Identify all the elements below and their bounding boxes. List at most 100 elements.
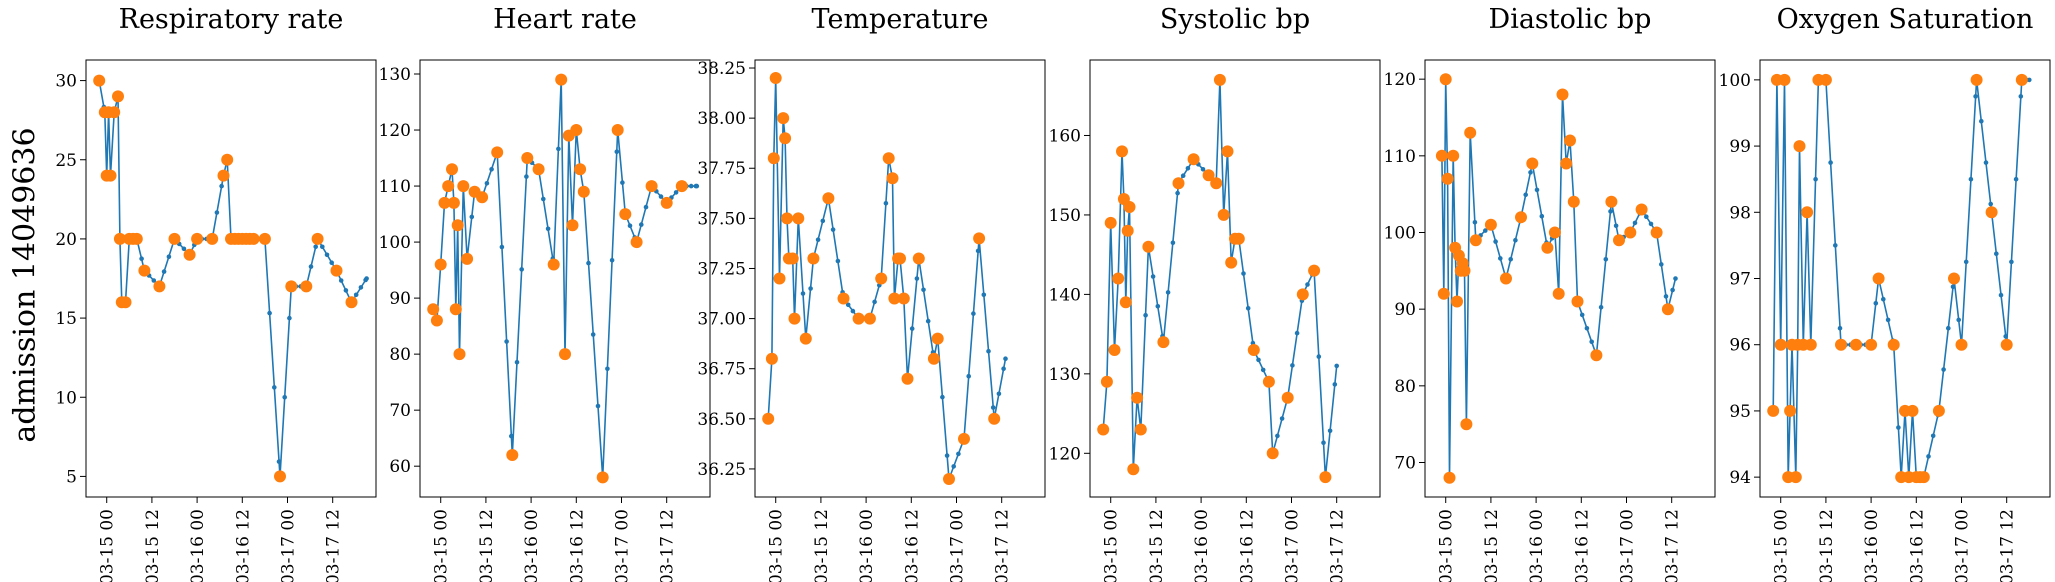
interp-point <box>1472 220 1478 225</box>
interp-point <box>1873 301 1879 306</box>
data-point <box>345 296 358 309</box>
data-point <box>285 280 298 293</box>
interp-point <box>1589 339 1594 345</box>
interp-point <box>166 254 172 259</box>
interp-point <box>1930 433 1936 439</box>
data-point <box>1850 338 1862 351</box>
y-tick-label: 37.00 <box>697 310 746 330</box>
interp-point <box>590 332 596 337</box>
data-point <box>183 248 196 261</box>
interp-point <box>338 278 344 283</box>
data-point <box>1232 232 1245 245</box>
interp-point <box>1290 363 1295 368</box>
data-point <box>875 272 888 285</box>
interp-point <box>1001 366 1006 372</box>
interp-point <box>595 403 601 409</box>
data-point <box>1131 391 1144 404</box>
data-point <box>1247 344 1260 356</box>
data-point <box>943 473 955 485</box>
y-tick-label: 10 <box>55 388 77 408</box>
data-point <box>461 252 474 265</box>
y-tick-label: 100 <box>379 233 411 253</box>
data-point <box>660 196 673 209</box>
y-tick-label: 94 <box>1729 468 1751 488</box>
data-point <box>762 412 775 425</box>
interp-point <box>1294 330 1300 336</box>
interp-point <box>627 223 633 228</box>
data-point <box>1142 240 1155 253</box>
interp-point <box>1613 223 1619 229</box>
data-point <box>247 232 260 245</box>
chart-title: Systolic bp <box>1160 4 1310 35</box>
data-point <box>630 236 643 249</box>
interp-point <box>1534 187 1540 193</box>
chart-panel: Respiratory rate 5 10 15 20 25 30 03-15 00 03-15… <box>55 4 377 582</box>
interp-point <box>1598 305 1604 310</box>
interp-point <box>353 292 359 298</box>
data-point <box>1948 272 1960 285</box>
data-point <box>119 296 132 309</box>
data-point <box>1635 203 1648 216</box>
y-tick-label: 98 <box>1729 203 1751 223</box>
interp-point <box>2009 259 2014 265</box>
chart-panel: Diastolic bp 70 80 90 100 110 120 03-15 00 03-15… <box>1384 4 1716 582</box>
data-point <box>258 232 271 245</box>
data-point <box>927 352 940 365</box>
data-point <box>1187 153 1200 166</box>
series-line <box>1441 79 1677 478</box>
interp-point <box>214 210 220 215</box>
y-tick-label: 36.50 <box>697 410 746 430</box>
interp-point <box>966 373 971 379</box>
interp-point <box>267 310 272 316</box>
data-point <box>1661 303 1674 316</box>
interp-point <box>808 286 813 291</box>
x-tick-label: 03-17 12 <box>1663 509 1683 582</box>
x-tick-label: 03-15 12 <box>1482 509 1502 582</box>
interp-point <box>956 451 961 457</box>
interp-point <box>981 292 987 298</box>
chart-title: Respiratory rate <box>119 4 344 35</box>
y-tick-label: 80 <box>1394 377 1416 397</box>
interp-point <box>1885 317 1891 323</box>
data-point <box>1121 224 1134 237</box>
interp-point <box>1483 228 1488 233</box>
plot-frame <box>1759 59 2051 498</box>
interp-point <box>940 394 945 400</box>
y-tick-label: 100 <box>1719 71 1751 91</box>
x-tick-label: 03-16 12 <box>1572 509 1592 582</box>
y-tick-label: 20 <box>55 230 77 250</box>
interp-point <box>820 218 826 224</box>
data-point <box>1556 88 1569 101</box>
data-point <box>1460 418 1473 431</box>
data-point <box>1213 73 1226 86</box>
data-point <box>1500 272 1512 285</box>
interp-point <box>1165 290 1171 295</box>
y-tick-label: 110 <box>379 177 411 197</box>
interp-point <box>1603 257 1609 262</box>
interp-point <box>1185 166 1191 171</box>
data-point <box>427 303 440 316</box>
data-point <box>300 280 313 293</box>
x-tick-label: 03-17 00 <box>1617 509 1637 582</box>
interp-point <box>1150 274 1156 279</box>
interp-point <box>1998 292 2004 298</box>
data-point <box>1872 272 1885 285</box>
plot-frame <box>1424 59 1716 498</box>
interp-point <box>219 183 224 189</box>
interp-point <box>1256 357 1261 363</box>
data-point <box>1116 145 1128 158</box>
interp-point <box>276 459 282 464</box>
data-point <box>852 312 865 325</box>
data-point <box>1123 201 1136 213</box>
interp-point <box>272 385 277 390</box>
data-point <box>457 180 470 193</box>
data-point <box>1917 471 1930 484</box>
interp-point <box>499 244 505 250</box>
chart-title: Oxygen Saturation <box>1777 4 2034 35</box>
data-point <box>1157 336 1170 349</box>
data-point <box>1541 241 1554 254</box>
data-point <box>1308 264 1321 277</box>
data-point <box>767 152 780 165</box>
interp-point <box>1513 237 1518 243</box>
interp-point <box>1260 367 1266 373</box>
